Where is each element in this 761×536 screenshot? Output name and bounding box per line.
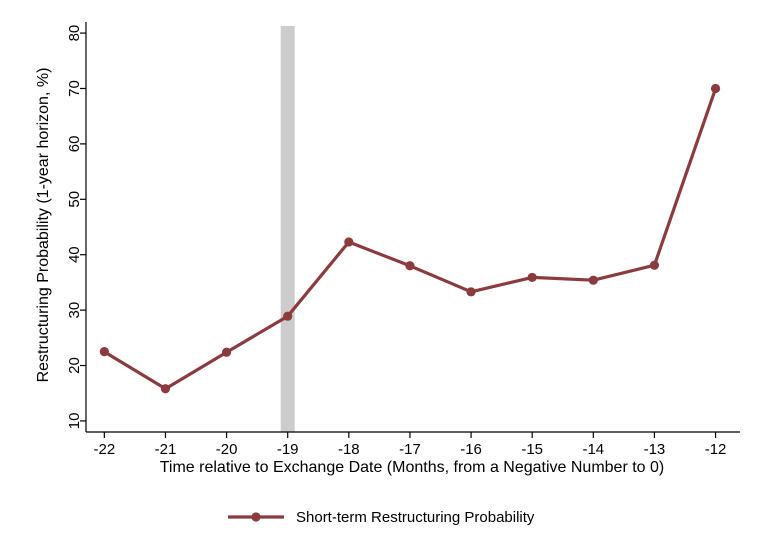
data-point [283,311,293,321]
data-point [466,287,476,297]
data-point [649,260,660,270]
x-tick-label: -15 [521,441,543,458]
data-point [221,347,232,357]
y-tick-label: 50 [66,191,83,208]
y-axis-title: Restructuring Probability (1-year horizo… [35,68,52,383]
data-point [527,272,537,283]
data-point [344,237,354,247]
x-tick-label: -18 [338,441,360,458]
x-axis-title: Time relative to Exchange Date (Months, … [160,459,665,476]
legend: Short-term Restructuring Probability [228,509,535,526]
series-line [103,87,718,391]
data-point [99,347,109,357]
x-tick-label: -21 [155,441,177,458]
data-point [710,83,721,94]
y-tick-label: 20 [66,357,83,374]
y-tick-label: 40 [66,246,83,263]
x-tick-label: -12 [705,441,727,458]
x-tick-label: -20 [216,441,238,458]
data-point [588,275,598,285]
legend-label: Short-term Restructuring Probability [296,509,535,526]
y-tick-label: 80 [66,25,83,42]
x-tick-label: -19 [277,441,299,458]
x-tick-label: -22 [93,441,115,458]
x-tick-label: -16 [460,441,482,458]
y-tick-label: 60 [66,136,83,153]
series-layer [99,83,721,394]
data-point [405,261,415,271]
data-point [160,384,171,394]
x-tick-label: -14 [582,441,604,458]
x-tick-label: -17 [399,441,421,458]
highlight-band [280,26,295,432]
x-tick-label: -13 [644,441,666,458]
axes: -22 -21 -20 -19 -18 -17 -16 -15 -14 -13 -12 10 20 30 4… [66,22,740,458]
legend-marker [251,512,261,522]
highlight-band-layer [280,26,295,432]
y-tick-label: 30 [66,302,83,319]
y-tick-label: 70 [66,80,83,97]
y-tick-label: 10 [66,413,83,430]
